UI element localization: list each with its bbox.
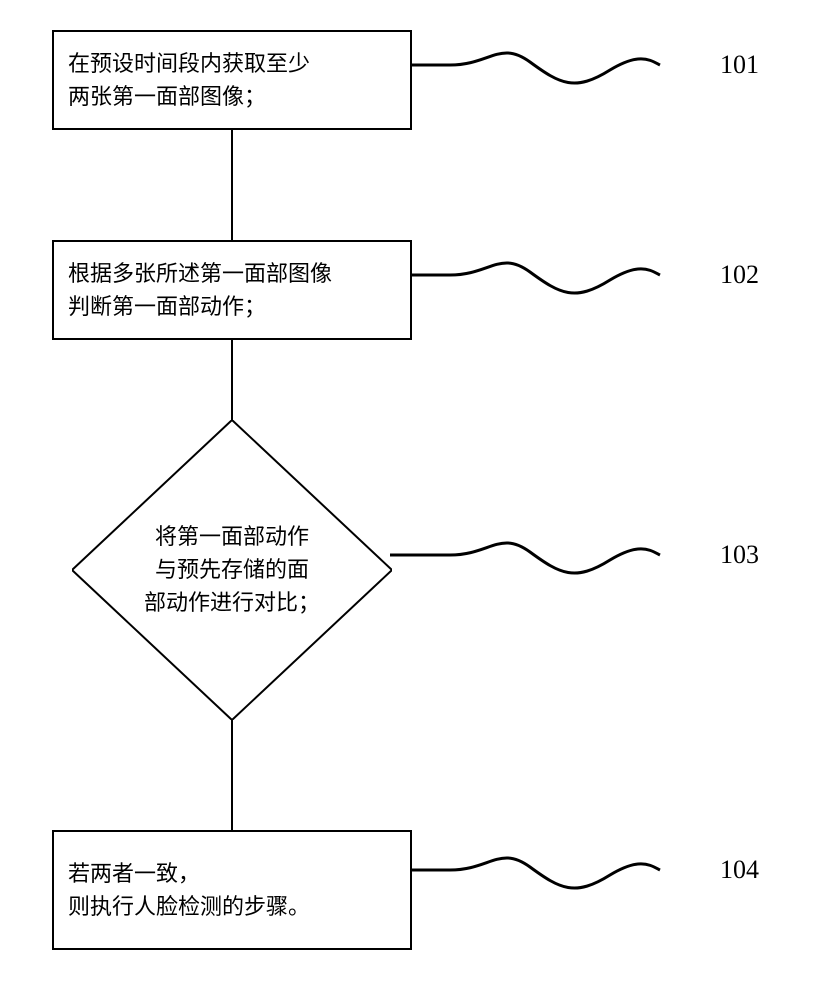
label-103: 103 xyxy=(720,540,759,570)
decision-text: 将第一面部动作 与预先存储的面 部动作进行对比； xyxy=(72,520,392,619)
decision-diamond: 将第一面部动作 与预先存储的面 部动作进行对比； xyxy=(72,420,392,720)
label-104: 104 xyxy=(720,855,759,885)
label-102: 102 xyxy=(720,260,759,290)
squiggle-3 xyxy=(390,543,660,573)
step-box-4: 若两者一致， 则执行人脸检测的步骤。 xyxy=(52,830,412,950)
step-box-2: 根据多张所述第一面部图像 判断第一面部动作； xyxy=(52,240,412,340)
squiggle-1 xyxy=(412,53,660,83)
step-text-4: 若两者一致， 则执行人脸检测的步骤。 xyxy=(68,857,310,923)
step-box-1: 在预设时间段内获取至少 两张第一面部图像； xyxy=(52,30,412,130)
squiggle-4 xyxy=(412,858,660,888)
label-101: 101 xyxy=(720,50,759,80)
flowchart-canvas: 在预设时间段内获取至少 两张第一面部图像； 根据多张所述第一面部图像 判断第一面… xyxy=(0,0,834,1000)
step-text-1: 在预设时间段内获取至少 两张第一面部图像； xyxy=(68,47,310,113)
squiggle-2 xyxy=(412,263,660,293)
step-text-2: 根据多张所述第一面部图像 判断第一面部动作； xyxy=(68,257,332,323)
